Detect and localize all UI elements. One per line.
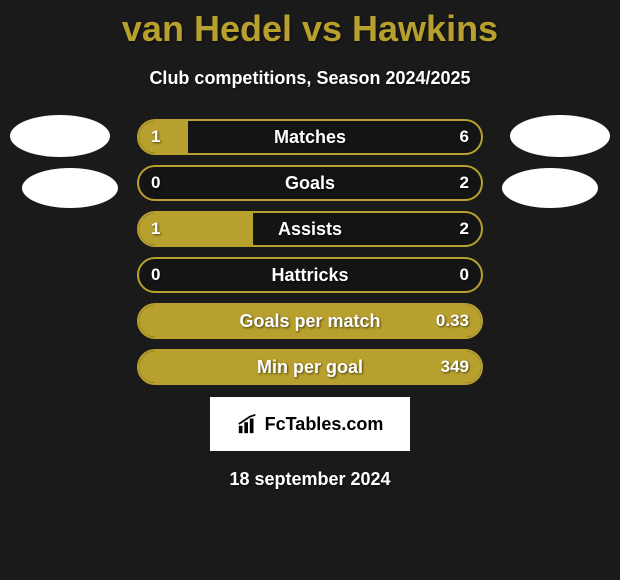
- stat-value-right: 0: [460, 259, 469, 291]
- stat-label: Goals per match: [139, 305, 481, 337]
- stat-label: Hattricks: [139, 259, 481, 291]
- stat-bar-goals-per-match: Goals per match 0.33: [137, 303, 483, 339]
- stats-container: 1 Matches 6 0 Goals 2 1 Assists 2 0 Hatt…: [0, 119, 620, 385]
- page-title: van Hedel vs Hawkins: [0, 0, 620, 50]
- chart-icon: [237, 413, 259, 435]
- stat-value-right: 6: [460, 121, 469, 153]
- stat-label: Min per goal: [139, 351, 481, 383]
- stat-value-right: 2: [460, 213, 469, 245]
- stat-label: Matches: [139, 121, 481, 153]
- branding-text: FcTables.com: [265, 414, 384, 435]
- stat-value-right: 0.33: [436, 305, 469, 337]
- stat-bar-assists: 1 Assists 2: [137, 211, 483, 247]
- stat-bar-min-per-goal: Min per goal 349: [137, 349, 483, 385]
- stat-value-right: 349: [441, 351, 469, 383]
- stat-bar-matches: 1 Matches 6: [137, 119, 483, 155]
- stat-label: Goals: [139, 167, 481, 199]
- stat-label: Assists: [139, 213, 481, 245]
- date-text: 18 september 2024: [0, 469, 620, 490]
- page-subtitle: Club competitions, Season 2024/2025: [0, 68, 620, 89]
- stat-bar-goals: 0 Goals 2: [137, 165, 483, 201]
- stat-bar-hattricks: 0 Hattricks 0: [137, 257, 483, 293]
- branding-badge: FcTables.com: [210, 397, 410, 451]
- stat-value-right: 2: [460, 167, 469, 199]
